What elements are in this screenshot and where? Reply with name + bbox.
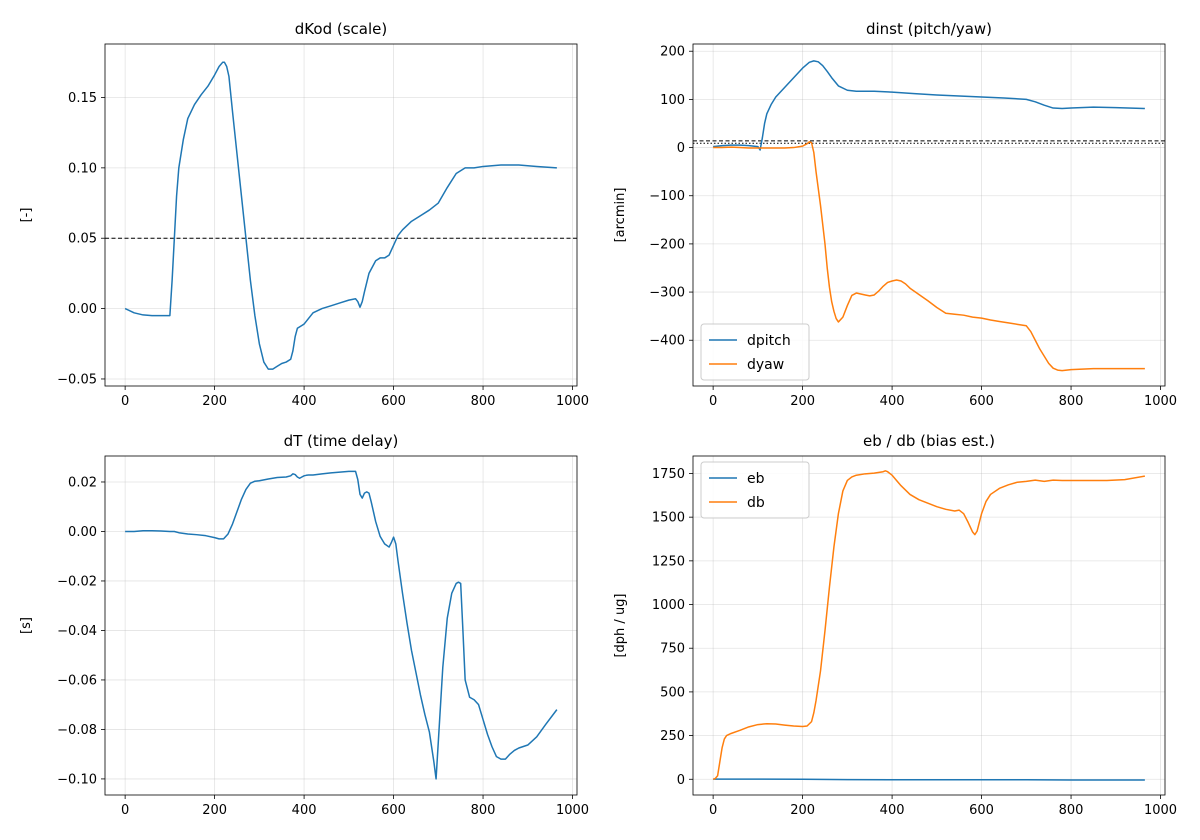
plot-area <box>712 470 1145 781</box>
x-tick-label: 0 <box>709 394 717 409</box>
y-tick-label: 1750 <box>652 467 685 482</box>
x-tick-label: 0 <box>121 394 129 409</box>
y-tick-label: 0.00 <box>68 302 97 317</box>
legend-label-eb: eb <box>747 471 765 487</box>
plot-area <box>125 470 558 780</box>
x-tick-label: 600 <box>381 803 406 818</box>
y-tick-label: 750 <box>660 642 685 657</box>
legend: eb db <box>700 461 810 519</box>
x-tick-label: 0 <box>121 803 129 818</box>
x-tick-label: 200 <box>202 394 227 409</box>
chart-title: dinst (pitch/yaw) <box>866 20 992 38</box>
y-tick-label: 1500 <box>652 511 685 526</box>
x-tick-label: 400 <box>292 394 317 409</box>
y-tick-label: −200 <box>649 237 685 252</box>
legend-box <box>700 461 810 519</box>
chart-panel-2: 0 200 400 600 800 1000 −400 −300 −200 −100 0 100 200… <box>613 20 1177 409</box>
y-tick-label: −0.04 <box>57 624 97 639</box>
series-line-dyaw <box>713 141 1145 372</box>
x-tick-label: 1000 <box>1144 394 1177 409</box>
legend-label-dyaw: dyaw <box>747 357 784 373</box>
x-tick-label: 400 <box>880 394 905 409</box>
chart-title: dT (time delay) <box>284 432 399 450</box>
series-line-series-1 <box>124 61 557 370</box>
y-tick-label: −400 <box>649 334 685 349</box>
y-axis-label: [arcmin] <box>613 188 628 243</box>
series-line-eb <box>713 778 1145 781</box>
legend-label-dpitch: dpitch <box>747 333 791 349</box>
y-tick-label: 250 <box>660 729 685 744</box>
x-tick-label: 600 <box>969 803 994 818</box>
axes-frame <box>104 455 578 796</box>
y-tick-label: 0.05 <box>68 232 97 247</box>
y-tick-label: −100 <box>649 189 685 204</box>
x-tick-label: 200 <box>202 803 227 818</box>
y-axis-label: [-] <box>19 208 34 223</box>
y-tick-label: 1250 <box>652 554 685 569</box>
y-tick-label: 0.00 <box>68 525 97 540</box>
x-tick-label: 600 <box>381 394 406 409</box>
y-tick-label: 0.15 <box>68 91 97 106</box>
y-axis-label: [s] <box>19 617 34 634</box>
x-tick-label: 400 <box>880 803 905 818</box>
chart-title: eb / db (bias est.) <box>863 432 995 450</box>
series-line-db <box>712 470 1145 780</box>
legend-label-db: db <box>747 495 765 511</box>
series-line-dpitch <box>713 60 1145 151</box>
x-tick-label: 0 <box>709 803 717 818</box>
chart-panel-3: 0 200 400 600 800 1000 −0.10 −0.08 −0.06 −0.04 −0.… <box>19 432 589 818</box>
y-axis-label: [dph / ug] <box>613 593 628 657</box>
y-tick-label: 0.02 <box>68 475 97 490</box>
y-tick-label: 1000 <box>652 598 685 613</box>
y-tick-label: 0 <box>677 773 685 788</box>
chart-panel-4: 0 200 400 600 800 1000 0 250 500 750 1000 1250 1500 1… <box>613 432 1177 818</box>
x-tick-label: 200 <box>790 394 815 409</box>
x-tick-label: 1000 <box>556 803 589 818</box>
axes-frame <box>692 43 1166 387</box>
plot-area <box>105 61 577 370</box>
axes-frame <box>692 455 1166 796</box>
y-tick-label: −0.10 <box>57 772 97 787</box>
y-tick-label: −300 <box>649 286 685 301</box>
y-tick-label: 0 <box>677 141 685 156</box>
y-tick-label: 200 <box>660 45 685 60</box>
y-tick-label: −0.02 <box>57 574 97 589</box>
chart-title: dKod (scale) <box>295 20 387 38</box>
y-tick-label: 100 <box>660 93 685 108</box>
x-tick-label: 800 <box>471 394 496 409</box>
y-tick-label: −0.08 <box>57 723 97 738</box>
legend-box <box>700 323 810 381</box>
legend: dpitch dyaw <box>700 323 810 381</box>
x-tick-label: 800 <box>1059 394 1084 409</box>
plot-area <box>693 60 1165 372</box>
y-tick-label: −0.06 <box>57 673 97 688</box>
x-tick-label: 1000 <box>1144 803 1177 818</box>
x-tick-label: 800 <box>471 803 496 818</box>
y-tick-label: −0.05 <box>57 372 97 387</box>
x-tick-label: 600 <box>969 394 994 409</box>
x-tick-label: 800 <box>1059 803 1084 818</box>
x-tick-label: 1000 <box>556 394 589 409</box>
chart-panel-1: 0 200 400 600 800 1000 −0.05 0.00 0.05 0.10 0.15 dK… <box>19 20 589 409</box>
y-tick-label: 0.10 <box>68 161 97 176</box>
x-tick-label: 200 <box>790 803 815 818</box>
y-tick-label: 500 <box>660 685 685 700</box>
axes-frame <box>104 43 578 387</box>
x-tick-label: 400 <box>292 803 317 818</box>
series-line-series-1 <box>125 470 558 780</box>
